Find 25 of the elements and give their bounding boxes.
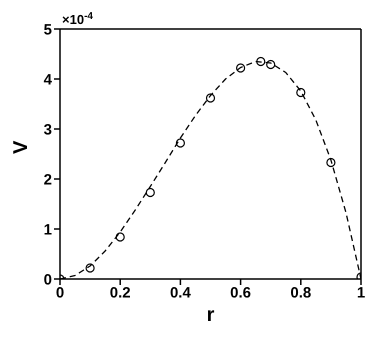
point: [86, 263, 95, 273]
x-axis-title: r: [206, 304, 215, 326]
point: [116, 232, 125, 242]
y-tick-label: 2: [44, 171, 52, 188]
point: [236, 63, 246, 73]
x-tick-label: 0.2: [110, 284, 131, 302]
x-tick-label: 0: [56, 284, 64, 302]
y-tick-label: 5: [44, 21, 52, 38]
point: [326, 158, 336, 168]
x-tick-label: 0.6: [230, 284, 252, 302]
y-tick-label: 4: [44, 71, 53, 88]
y-tick-label: 3: [44, 121, 52, 138]
point: [256, 56, 266, 66]
x-tick-label: 0.4: [170, 284, 192, 302]
y-tick-label: 0: [44, 271, 52, 288]
text: ×10$^{-4}$: [62, 10, 94, 27]
point: [176, 138, 185, 148]
point: [146, 188, 155, 198]
y-axis-title: V: [10, 140, 32, 154]
x-tick-label: 0.8: [290, 284, 312, 302]
point: [266, 60, 276, 70]
point: [296, 88, 306, 98]
x-tick-label: 1: [356, 284, 366, 302]
y-tick-label: 1: [44, 221, 52, 238]
point: [206, 93, 216, 103]
